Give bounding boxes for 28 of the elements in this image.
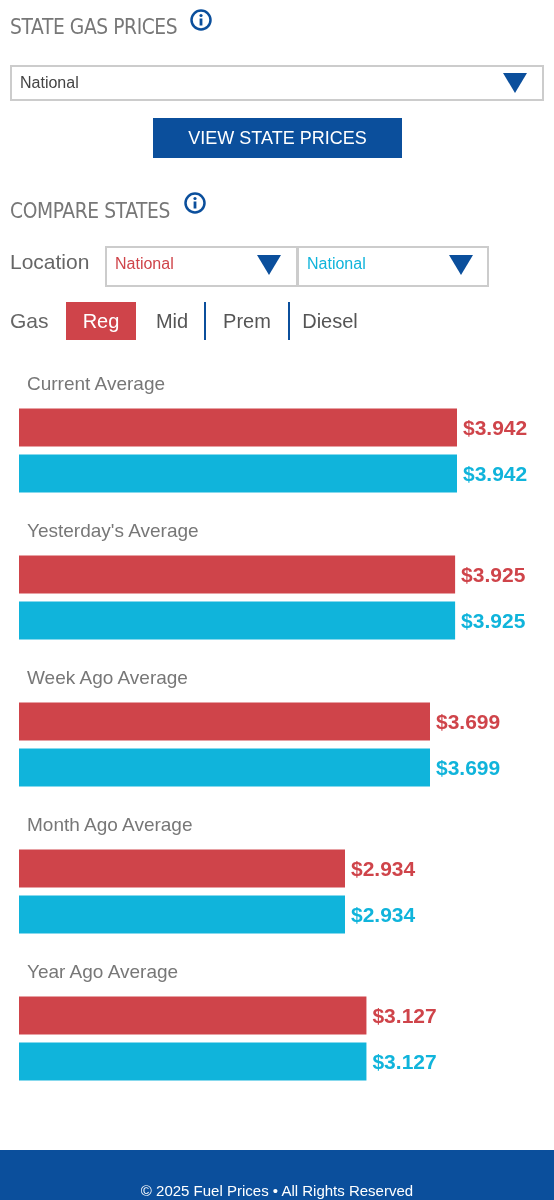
text: COMPARE STATES [10,198,170,223]
data-label: $3.925 [461,563,526,587]
text: Prem [206,302,290,340]
text: Mid [140,302,206,340]
y-tick-label: Current Average [27,373,166,394]
text: VIEW STATE PRICES [153,118,402,158]
text: © 2025 Fuel Prices • All Rights Reserved [0,1150,554,1200]
data-label: $3.925 [461,608,526,632]
y-tick-label: Month Ago Average [27,814,193,835]
data-label: $3.942 [463,461,528,485]
data-label: $3.699 [436,710,501,734]
data-label: $2.934 [351,857,416,881]
text: Diesel [301,309,359,334]
y-tick-label: Week Ago Average [27,667,188,688]
y-tick-label: Yesterday's Average [27,520,199,541]
data-label: $3.942 [463,416,528,440]
text: Location [10,250,90,274]
text: Gas [10,309,49,333]
data-label: $2.934 [351,902,416,926]
data-label: $3.127 [372,1049,437,1073]
chart-title: STATE GAS PRICES [10,14,178,39]
data-label: $3.127 [372,1004,437,1028]
text: National [10,65,544,101]
y-tick-label: Year Ago Average [27,961,179,982]
data-label: $3.699 [436,755,501,779]
text: National [105,246,298,287]
text: Reg [66,302,136,340]
text: National [297,246,489,287]
